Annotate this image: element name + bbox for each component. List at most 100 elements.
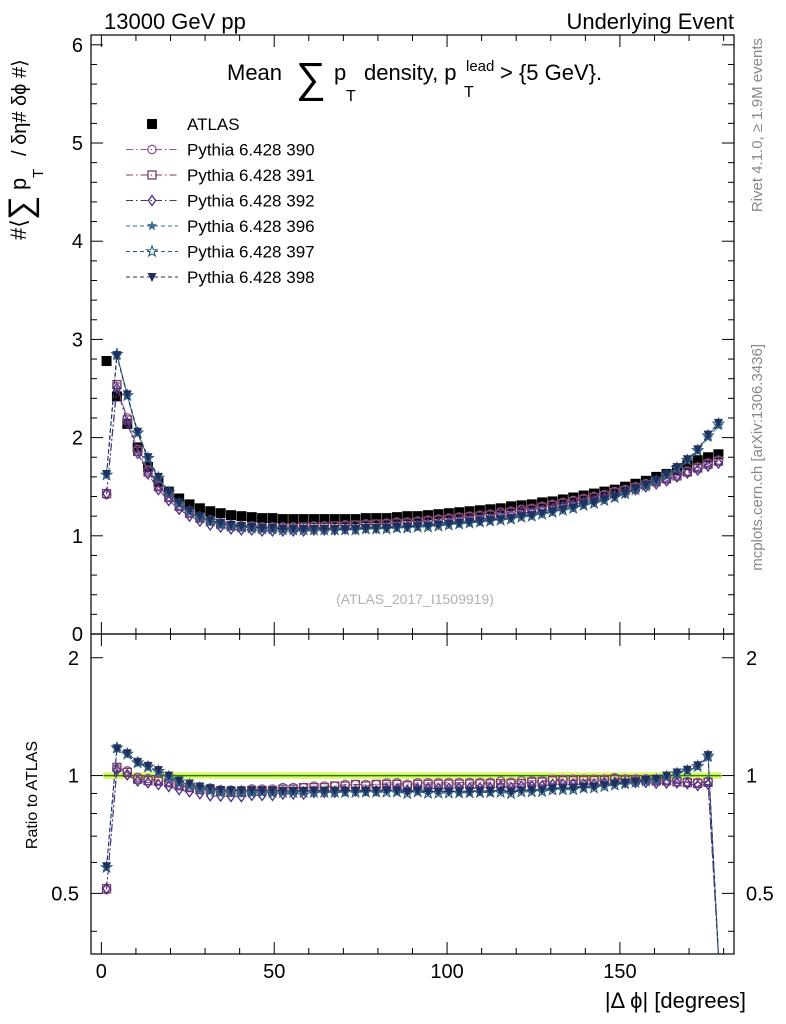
ylabel-open: #⟨	[6, 219, 31, 240]
series-6-ratio	[102, 744, 719, 955]
data-point	[651, 475, 661, 485]
data-point	[226, 521, 236, 531]
data-point	[371, 523, 381, 533]
ylabel-sub-t: T	[30, 169, 47, 178]
data-point	[454, 507, 465, 518]
title-sup-lead: lead	[466, 58, 494, 75]
main-y-tick-label: 1	[72, 526, 83, 548]
ratio-point	[496, 786, 506, 796]
data-point	[464, 506, 475, 517]
rivet-version-label: Rivet 4.1.0, ≥ 1.9M events	[749, 38, 766, 212]
data-point	[205, 506, 216, 517]
data-point	[474, 505, 485, 516]
ratio-point	[143, 761, 153, 771]
ratio-point	[599, 781, 609, 791]
ratio-point	[423, 787, 433, 797]
data-point	[682, 460, 693, 471]
data-point	[143, 453, 153, 463]
data-point	[672, 470, 682, 483]
data-point	[620, 488, 630, 498]
data-point	[299, 524, 309, 534]
ratio-point	[122, 767, 132, 778]
data-point	[329, 514, 340, 525]
ratio-point	[278, 786, 288, 796]
header-energy-label: 13000 GeV pp	[104, 9, 246, 34]
ratio-point	[164, 780, 174, 793]
x-tick-label: 0	[96, 961, 107, 983]
data-point	[330, 524, 340, 534]
data-point	[277, 514, 288, 525]
ratio-point	[433, 787, 443, 797]
ratio-point	[319, 786, 329, 796]
ratio-line	[106, 766, 719, 955]
ratio-point	[651, 774, 661, 784]
data-point	[692, 455, 703, 466]
data-point	[164, 494, 174, 507]
data-point	[693, 445, 703, 455]
main-y-tick-label: 6	[72, 35, 83, 57]
ratio-point	[340, 786, 350, 796]
data-point	[267, 523, 277, 533]
mcplots-label: mcplots.cern.ch [arXiv:1306.3436]	[749, 344, 766, 571]
legend-label: Pythia 6.428 397	[187, 243, 315, 262]
ratio-point	[475, 787, 485, 797]
data-point	[382, 523, 392, 533]
data-point	[485, 516, 495, 526]
data-point	[247, 522, 257, 532]
ratio-point	[350, 786, 360, 796]
title-suffix: > {5 GeV}.	[500, 60, 602, 85]
x-tick-label: 50	[263, 961, 285, 983]
data-point	[288, 514, 299, 525]
data-point	[423, 510, 434, 521]
ratio-point	[413, 786, 423, 796]
legend-marker	[147, 273, 157, 282]
data-point	[122, 415, 132, 425]
ratio-point	[371, 786, 381, 796]
ratio-point	[288, 786, 298, 796]
ratio-line	[106, 768, 719, 955]
legend-marker	[145, 244, 159, 258]
data-point	[714, 457, 723, 470]
data-point	[630, 484, 640, 494]
main-panel: 0 1 2 3 4 5 6	[72, 34, 735, 646]
legend-entry-6: Pythia 6.428 398	[126, 268, 315, 287]
ratio-point	[267, 786, 277, 796]
ratio-point	[485, 786, 495, 796]
ylabel-p: p	[6, 178, 31, 190]
legend-label: Pythia 6.428 398	[187, 268, 315, 287]
x-tick-label: 100	[430, 961, 463, 983]
ratio-y-tick-label: 2	[68, 648, 79, 670]
ratio-point	[247, 786, 257, 796]
data-point	[713, 449, 724, 460]
data-point	[610, 492, 620, 502]
data-point	[548, 507, 558, 517]
ratio-point	[164, 771, 174, 781]
data-point	[423, 521, 433, 531]
ratio-point	[195, 782, 205, 792]
data-point	[391, 512, 402, 523]
data-point	[444, 520, 454, 530]
ratio-point	[454, 787, 464, 797]
data-point	[713, 418, 723, 428]
data-point	[537, 509, 547, 519]
data-point	[402, 522, 412, 532]
ratio-point	[465, 787, 475, 797]
data-point	[506, 514, 516, 524]
data-point	[267, 513, 278, 524]
legend-entry-4: Pythia 6.428 396	[126, 217, 315, 236]
legend: ATLAS Pythia 6.428 390 Pythia 6.428 391 Pyt…	[126, 115, 315, 287]
legend-entry-0: ATLAS	[147, 115, 240, 134]
title-sub-t: T	[346, 88, 356, 105]
data-point	[122, 390, 132, 400]
main-y-tick-label: 0	[72, 624, 83, 646]
data-point	[102, 469, 112, 479]
ratio-panel: 0 50 100 150 0.5 0.5 1 1 2 2	[51, 633, 774, 983]
title-sum-symbol: ∑	[296, 54, 326, 101]
data-point	[485, 504, 496, 515]
data-point	[236, 521, 246, 531]
data-point	[288, 524, 298, 534]
data-point	[392, 522, 402, 532]
legend-marker	[147, 144, 157, 155]
data-point	[133, 447, 143, 460]
title-mid: density, p	[364, 60, 457, 85]
